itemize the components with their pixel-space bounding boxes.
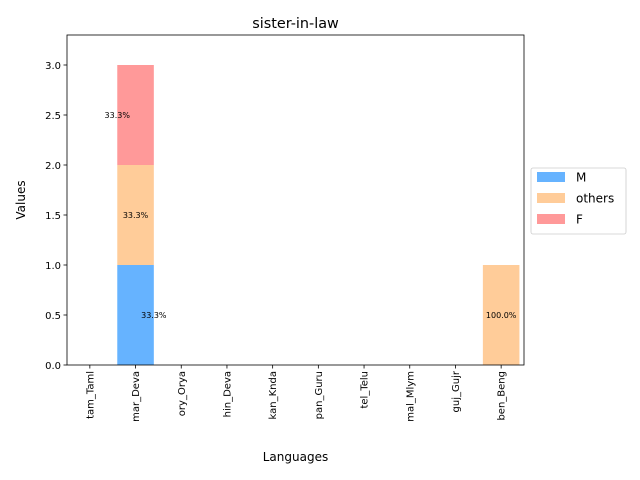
chart-title: sister-in-law: [252, 16, 339, 32]
x-tick-label: ben_Beng: [497, 371, 508, 421]
legend-label-M: M: [576, 171, 586, 185]
bar-others-mar_Deva: [117, 165, 154, 265]
data-label: 100.0%: [486, 311, 517, 320]
y-axis: 0.0 0.5 1.0 1.5 2.0 2.5 3.0: [45, 61, 67, 372]
x-axis-label: Languages: [263, 450, 328, 464]
y-tick-label: 1.0: [45, 261, 61, 272]
x-tick-label: mar_Deva: [131, 371, 142, 422]
bar-M-mar_Deva: [117, 265, 154, 365]
x-tick-label: tel_Telu: [360, 371, 371, 409]
y-tick-label: 1.5: [45, 211, 61, 222]
y-tick-label: 0.0: [45, 361, 61, 372]
y-tick-label: 0.5: [45, 311, 61, 322]
legend-label-others: others: [576, 192, 614, 206]
legend-swatch-F: [537, 214, 565, 224]
x-tick-label: ory_Orya: [177, 371, 188, 416]
x-tick-label: mal_Mlym: [405, 371, 416, 422]
y-tick-label: 2.0: [45, 161, 61, 172]
x-tick-label: pan_Guru: [314, 371, 325, 419]
legend-swatch-M: [537, 172, 565, 182]
plot-frame: [66, 34, 525, 366]
x-tick-label: kan_Knda: [268, 371, 279, 419]
data-label: 33.3%: [105, 111, 131, 120]
data-labels-layer: 33.3% 33.3% 33.3% 100.0%: [105, 111, 517, 320]
x-tick-label: hin_Deva: [222, 371, 233, 417]
bar-F-mar_Deva: [117, 65, 154, 165]
legend-swatch-others: [537, 193, 565, 203]
x-tick-label: tam_Taml: [85, 371, 96, 419]
x-tick-label: guj_Gujr: [451, 370, 462, 412]
y-tick-label: 2.5: [45, 111, 61, 122]
bars-layer: [117, 65, 520, 365]
legend-label-F: F: [576, 213, 583, 227]
data-label: 33.3%: [141, 311, 167, 320]
data-label: 33.3%: [123, 211, 149, 220]
x-axis: tam_Taml mar_Deva ory_Orya hin_Deva kan_Knda…: [85, 365, 508, 422]
y-tick-label: 3.0: [45, 61, 61, 72]
bar-others-ben_Beng: [482, 265, 520, 365]
y-axis-label: Values: [14, 180, 28, 219]
